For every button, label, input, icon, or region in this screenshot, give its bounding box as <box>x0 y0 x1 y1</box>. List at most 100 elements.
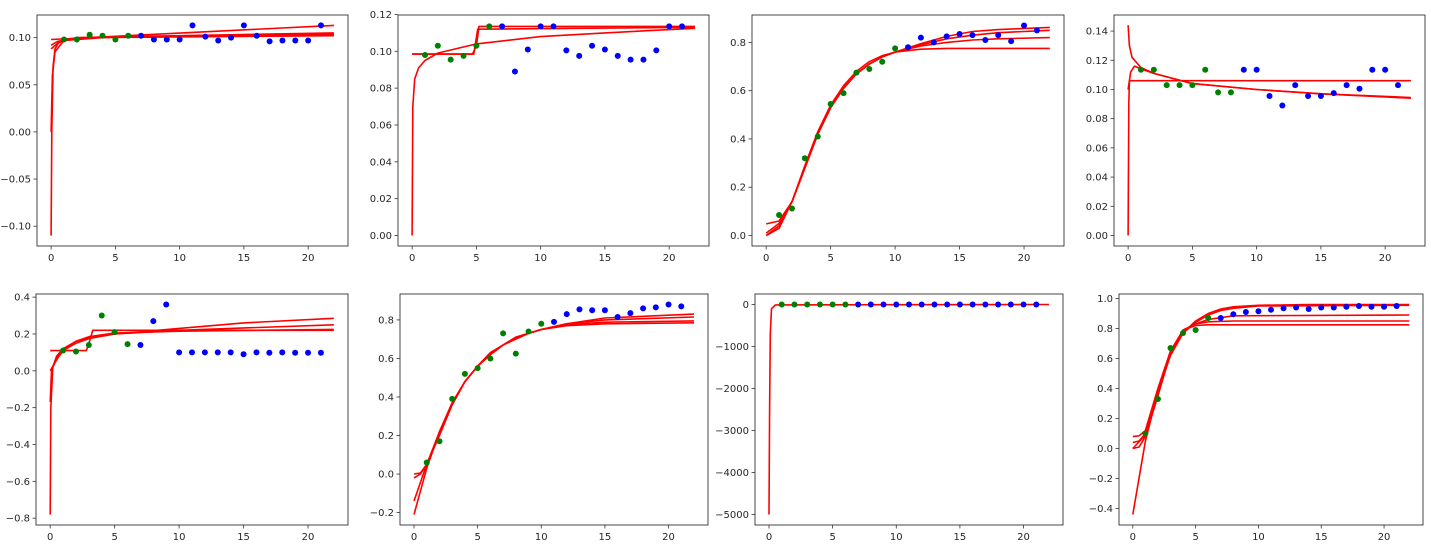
fit-curve <box>1127 25 1411 99</box>
train-point <box>487 355 494 362</box>
y-tick-label: −0.2 <box>1089 474 1113 485</box>
test-point <box>266 349 273 356</box>
test-point <box>678 303 685 310</box>
fit-curve <box>49 317 334 515</box>
test-point <box>189 349 195 356</box>
axes-frame <box>36 14 349 247</box>
train-point <box>436 438 443 445</box>
test-point <box>1268 306 1274 313</box>
test-point <box>279 349 286 356</box>
test-point <box>956 30 963 37</box>
fit-curve <box>765 36 1050 234</box>
y-tick-label: 0.4 <box>730 134 746 145</box>
x-tick-label: 0 <box>1125 253 1131 264</box>
test-point <box>551 318 557 325</box>
test-point <box>1033 301 1040 308</box>
axes-frame <box>754 293 1064 526</box>
test-point <box>1369 66 1376 73</box>
train-point <box>112 36 119 43</box>
train-point <box>60 347 67 354</box>
test-point <box>1021 22 1028 29</box>
train-point <box>1142 430 1149 437</box>
x-tick-label: 5 <box>474 532 480 543</box>
test-point <box>163 36 170 43</box>
train-point <box>791 301 798 308</box>
test-point <box>1330 90 1337 97</box>
fit-curve <box>49 328 334 372</box>
test-point <box>137 342 144 349</box>
train-point <box>449 395 456 402</box>
test-point <box>215 37 222 44</box>
train-point <box>778 301 785 308</box>
test-point <box>1381 303 1388 310</box>
train-point <box>853 69 860 76</box>
y-tick-label: 0.6 <box>378 354 394 365</box>
x-tick-label: 0 <box>763 253 769 264</box>
train-point <box>461 370 468 377</box>
test-point <box>1007 301 1014 308</box>
train-point <box>788 205 795 212</box>
y-tick-label: 0.6 <box>1097 354 1113 365</box>
subplot-5: 0 5 10 15 20 −0.8 −0.6 −0.4 −0.2 0.0 0.2 0.4 <box>6 293 349 543</box>
train-point <box>776 211 783 218</box>
test-point <box>292 349 299 356</box>
train-point <box>1192 327 1199 333</box>
train-point <box>1227 89 1234 96</box>
y-tick-label: 0.00 <box>1086 231 1108 242</box>
test-point <box>1253 66 1260 73</box>
y-tick-label: 0.4 <box>1097 384 1113 395</box>
test-point <box>1033 27 1040 34</box>
test-point <box>576 52 583 59</box>
y-tick-label: 0.06 <box>1086 143 1108 154</box>
fit-curve <box>413 313 695 475</box>
train-point <box>474 365 481 372</box>
y-tick-label: 0.0 <box>730 231 746 242</box>
test-point <box>1008 38 1015 45</box>
x-tick-label: 10 <box>173 253 186 264</box>
fit-curve <box>766 26 1050 225</box>
train-point <box>124 341 131 348</box>
test-point <box>1255 308 1262 315</box>
y-tick-label: 0.00 <box>9 127 31 138</box>
test-point <box>1343 82 1350 89</box>
test-point <box>240 351 247 358</box>
fit-curve <box>413 322 695 515</box>
subplot-4: 0 5 10 15 20 0.00 0.02 0.04 0.06 0.08 0.10 0.12 0.14 <box>1086 14 1426 264</box>
test-point <box>292 37 299 44</box>
train-point <box>72 348 79 355</box>
y-tick-label: 0.2 <box>730 183 746 194</box>
test-point <box>524 46 531 53</box>
test-point <box>253 349 260 356</box>
test-point <box>305 37 312 44</box>
test-point <box>627 310 634 317</box>
train-point <box>829 301 836 308</box>
fit-curve <box>50 33 334 132</box>
x-tick-label: 10 <box>1252 532 1265 543</box>
train-point <box>447 56 454 63</box>
fit-curve <box>411 27 695 236</box>
fit-curve <box>1132 314 1410 438</box>
subplot-6: 0 5 10 15 20 −0.2 0.0 0.2 0.4 0.6 0.8 <box>370 293 709 543</box>
test-point <box>1293 304 1300 311</box>
y-tick-label: 0.02 <box>1086 202 1108 213</box>
y-tick-label: 0.06 <box>370 120 392 131</box>
subplot-1: 0 5 10 15 20 −0.10 −0.05 0.00 0.05 0.10 <box>0 14 349 264</box>
fit-curve <box>1132 303 1410 515</box>
train-point <box>1215 89 1222 96</box>
subplot-2: 0 5 10 15 20 0.00 0.02 0.04 0.06 0.08 0.10 0.12 <box>370 10 710 264</box>
y-tick-label: 0.04 <box>370 157 392 168</box>
x-tick-label: 20 <box>302 532 315 543</box>
test-point <box>1242 309 1249 315</box>
y-tick-label: −0.8 <box>6 514 30 525</box>
y-tick-label: 0.10 <box>1086 85 1108 96</box>
train-point <box>842 301 849 308</box>
test-point <box>305 349 312 356</box>
test-point <box>1343 303 1350 310</box>
y-tick-label: 0.08 <box>1086 114 1108 125</box>
x-tick-label: 20 <box>1378 532 1391 543</box>
x-tick-label: 5 <box>473 253 479 264</box>
y-tick-label: 0.6 <box>730 86 746 97</box>
x-tick-label: 20 <box>302 253 315 264</box>
train-point <box>125 32 132 39</box>
test-point <box>163 301 170 308</box>
